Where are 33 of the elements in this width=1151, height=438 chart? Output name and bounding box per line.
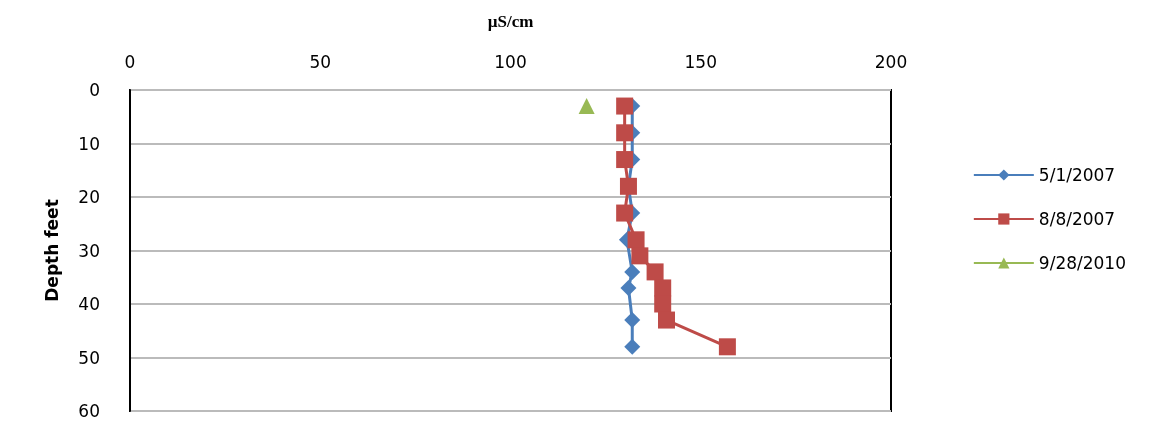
y-tick-label: 20 (78, 187, 100, 207)
point (631, 247, 649, 265)
point (658, 311, 676, 329)
x-axis-title: µS/cm (487, 12, 534, 31)
x-tick-label: 150 (684, 51, 717, 72)
point (654, 295, 672, 313)
point (718, 338, 736, 356)
y-tick-label: 10 (78, 133, 100, 154)
x-tick-label: 100 (494, 51, 527, 72)
point (646, 263, 664, 281)
y-tick-label: 0 (89, 80, 100, 100)
legend-label: 5/1/2007 (1038, 165, 1116, 185)
y-tick-label: 50 (78, 347, 100, 368)
x-tick-label: 0 (124, 51, 136, 72)
point (654, 279, 672, 297)
point (624, 312, 641, 329)
point (616, 151, 634, 169)
y-tick-label: 60 (78, 401, 100, 421)
point (627, 231, 645, 249)
legend-label: 9/28/2010 (1038, 253, 1127, 273)
point (624, 338, 641, 355)
legend-label: 8/8/2007 (1038, 209, 1116, 229)
point (620, 279, 637, 296)
y-axis-title: Depth feet (41, 199, 62, 302)
x-tick-label: 200 (874, 51, 908, 72)
point (616, 97, 634, 115)
point (616, 204, 634, 222)
point (578, 98, 595, 115)
x-tick-label: 50 (309, 51, 332, 72)
y-tick-label: 40 (78, 294, 100, 314)
point (624, 263, 641, 280)
point (616, 124, 634, 142)
y-tick-label: 30 (78, 240, 100, 261)
